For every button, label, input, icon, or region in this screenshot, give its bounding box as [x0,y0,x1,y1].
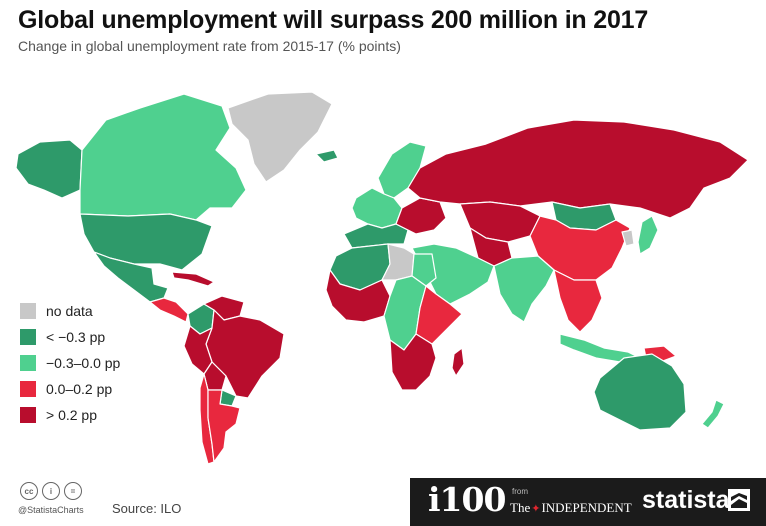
region-argentina [207,389,241,463]
region-greenland [227,91,333,183]
i100-logo[interactable]: i100 [428,480,506,519]
legend-swatch [20,355,36,371]
independent-label: INDEPENDENT [541,500,632,515]
region-korea [621,229,635,247]
license-icons: cc i = [20,482,86,500]
legend-item: no data [20,298,120,324]
region-canada [79,93,247,221]
eagle-icon: ✦ [531,503,541,515]
statista-logo[interactable]: statista [642,486,730,514]
world-map [0,58,766,478]
region-india [493,255,555,323]
region-iceland [315,149,339,163]
region-egypt [411,253,437,287]
region-madagascar [451,347,465,377]
world-map-svg [15,91,749,465]
chart-subtitle: Change in global unemployment rate from … [18,38,401,54]
region-southeast-asia [553,269,603,333]
statista-handle[interactable]: @StatistaCharts [18,505,84,515]
legend-swatch [20,407,36,423]
legend-item: 0.0–0.2 pp [20,376,120,402]
cc-icon[interactable]: cc [20,482,38,500]
legend-swatch [20,303,36,319]
legend-swatch [20,381,36,397]
region-japan [637,215,659,255]
region-united-states [79,213,213,271]
legend: no data < −0.3 pp −0.3–0.0 pp 0.0–0.2 pp… [20,298,120,428]
region-central-america [149,297,189,323]
legend-item: < −0.3 pp [20,324,120,350]
region-new-zealand [701,399,725,429]
chart-title: Global unemployment will surpass 200 mil… [18,6,649,34]
the-label: The [510,500,531,515]
no-derivatives-icon[interactable]: = [64,482,82,500]
region-australia [593,353,687,431]
statista-mark-icon [728,489,750,511]
region-peru [183,325,213,375]
region-alaska [15,139,83,199]
region-southern-europe [343,223,409,249]
legend-label: −0.3–0.0 pp [46,355,121,371]
source-text: Source: ILO [112,501,182,516]
legend-item: −0.3–0.0 pp [20,350,120,376]
region-mexico [93,251,169,303]
legend-label: 0.0–0.2 pp [46,381,113,397]
independent-logo[interactable]: The✦INDEPENDENT [510,500,632,516]
region-east-africa [415,285,463,345]
legend-label: < −0.3 pp [46,329,106,345]
from-label: from [512,487,528,496]
region-southern-africa [389,333,437,391]
legend-item: > 0.2 pp [20,402,120,428]
legend-swatch [20,329,36,345]
region-russia [407,119,749,219]
legend-label: no data [46,303,93,319]
region-caribbean [171,271,215,287]
attribution-icon[interactable]: i [42,482,60,500]
legend-label: > 0.2 pp [46,407,97,423]
brand-bar: i100 from The✦INDEPENDENT statista [410,478,766,526]
footer: cc i = @StatistaCharts Source: ILO i100 … [0,478,766,526]
